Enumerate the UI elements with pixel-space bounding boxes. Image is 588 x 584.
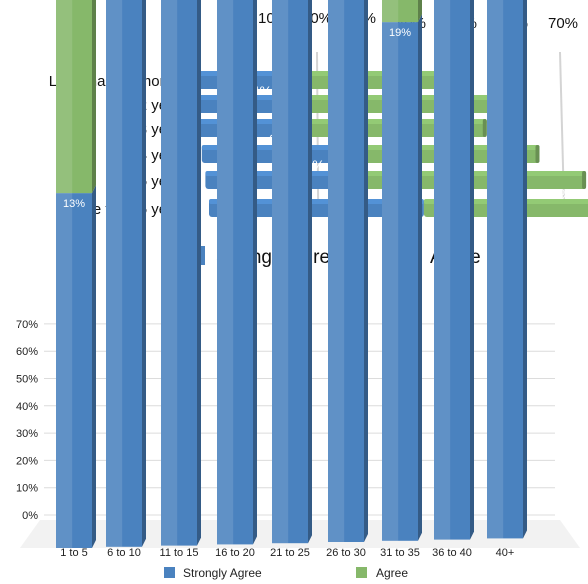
y-tick-label: 30%: [16, 428, 38, 440]
x-tick-label: 40+: [496, 547, 515, 559]
bar-side-strongly-agree: [197, 0, 201, 546]
x-tick-label: 36 to 40: [432, 547, 472, 559]
bar-highlight: [382, 0, 399, 541]
bar-side-strongly-agree: [253, 0, 257, 545]
bar-strongly-agree: [161, 0, 197, 546]
legend-label-strongly-agree: Strongly Agree: [183, 566, 262, 580]
bar-highlight: [217, 0, 234, 545]
bar-side-strongly-agree: [523, 0, 527, 539]
bar-highlight: [328, 0, 345, 542]
y-tick-label: 10%: [16, 483, 38, 495]
bar-side-strongly-agree: [92, 185, 96, 548]
bar-end-cap: [582, 171, 587, 189]
bar-side-strongly-agree: [308, 0, 312, 544]
x-tick-label: 6 to 10: [107, 547, 141, 559]
bar-highlight: [272, 0, 289, 544]
bar-strongly-agree: [106, 0, 142, 547]
x-tick-label: 1 to 5: [60, 547, 88, 559]
y-tick-label: 20%: [16, 455, 38, 467]
bar-strongly-agree: [328, 0, 364, 543]
bar-highlight: [56, 0, 73, 548]
bar-side-agree: [418, 0, 422, 23]
bar-side-strongly-agree: [364, 0, 368, 542]
bar-strongly-agree-top: [209, 199, 424, 204]
bar-end-cap: [482, 119, 487, 137]
bar-highlight: [106, 0, 123, 547]
x-tick-label: 11 to 15: [160, 547, 199, 559]
bar-strongly-agree: [487, 0, 523, 539]
data-label-strongly-agree: 13%: [63, 198, 85, 210]
bar-side-strongly-agree: [470, 0, 474, 540]
x-tick-label: 16 to 20: [215, 547, 255, 559]
bar-end-cap: [535, 145, 540, 163]
bar-highlight: [487, 0, 504, 539]
data-label-agree: 28%: [554, 214, 582, 230]
bar-agree: [56, 0, 92, 194]
vertical-bar-chart: 0%10%20%30%40%50%60%70%13%30%1 to 522%34…: [16, 0, 580, 580]
bar-agree: [382, 0, 418, 23]
y-tick-label: 60%: [16, 346, 38, 358]
bar-strongly-agree: [56, 193, 92, 548]
bar-strongly-agree: [272, 0, 308, 544]
bar-side-strongly-agree: [142, 0, 146, 547]
data-label-strongly-agree: 19%: [389, 27, 411, 39]
x-tick-label: 21 to 25: [270, 547, 310, 559]
legend-swatch-strongly-agree: [164, 567, 175, 578]
bar-strongly-agree: [434, 0, 470, 540]
y-tick-label: 0%: [22, 510, 38, 522]
bar-side-agree: [92, 0, 96, 194]
bar-side-strongly-agree: [418, 14, 422, 541]
x-tick-label: 31 to 35: [380, 547, 420, 559]
x-tick-label: 26 to 30: [326, 547, 366, 559]
legend-label-agree: Agree: [376, 566, 408, 580]
bar-highlight: [161, 0, 178, 546]
legend-swatch-agree: [356, 567, 367, 578]
y-tick-label: 70%: [16, 319, 38, 331]
bar-strongly-agree: [217, 0, 253, 545]
bar-highlight: [434, 0, 451, 540]
data-label-agree: 36%: [544, 186, 572, 202]
bar-strongly-agree: [382, 22, 418, 541]
y-tick-label: 40%: [16, 401, 38, 413]
y-tick-label: 50%: [16, 374, 38, 386]
x-tick-label: 70%: [548, 15, 578, 32]
